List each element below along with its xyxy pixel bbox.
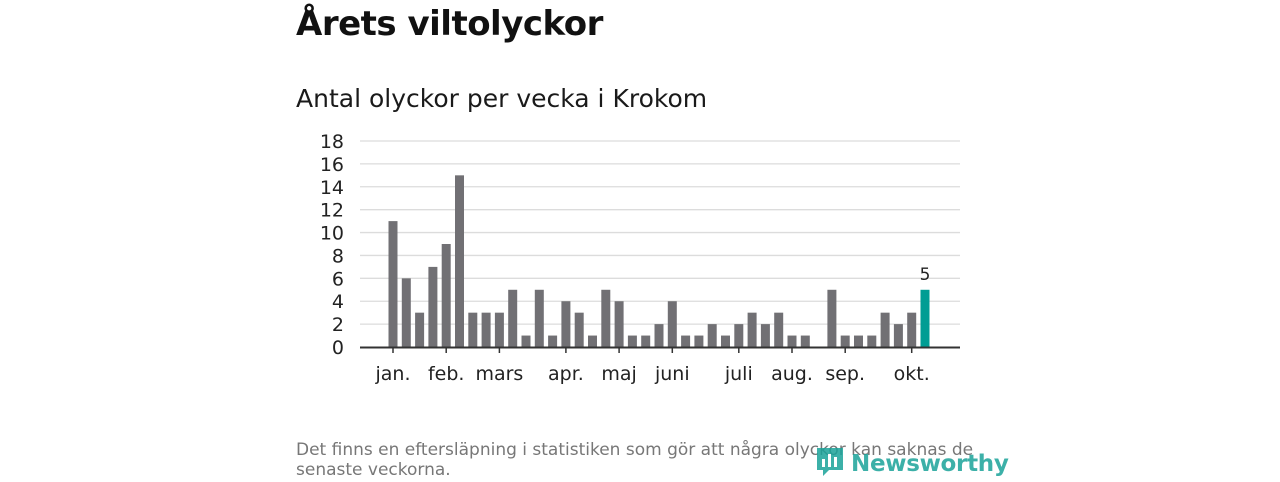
y-tick-label: 0 <box>332 337 344 359</box>
bar <box>601 289 611 347</box>
page-title: Årets viltolyckor <box>296 4 603 44</box>
bar <box>574 312 584 347</box>
bar <box>827 289 837 347</box>
bar <box>694 335 704 347</box>
y-tick-label: 6 <box>332 268 344 290</box>
data-label-last-week: 5 <box>920 265 931 285</box>
y-tick-label: 2 <box>332 314 344 336</box>
x-tick-label: juli <box>724 363 753 385</box>
brand-logo: Newsworthy <box>815 446 1009 482</box>
bar <box>521 335 531 347</box>
y-tick-label: 16 <box>320 154 344 176</box>
x-tick-label: aug. <box>771 363 813 385</box>
y-tick-label: 12 <box>320 200 344 222</box>
chart-title: Antal olyckor per vecka i Krokom <box>296 84 708 113</box>
bar <box>534 289 544 347</box>
bar <box>494 312 504 347</box>
bar <box>721 335 730 347</box>
y-tick-label: 18 <box>320 131 344 153</box>
bar <box>561 301 571 347</box>
x-tick-label: okt. <box>894 363 930 385</box>
bar <box>681 335 691 347</box>
bar <box>441 244 451 347</box>
bar <box>667 301 677 347</box>
y-tick-label: 8 <box>332 245 344 267</box>
bar <box>800 335 810 347</box>
bar <box>388 221 398 347</box>
y-tick-label: 4 <box>332 291 344 313</box>
footnote: Det finns en eftersläpning i statistiken… <box>296 440 974 480</box>
bar <box>401 278 411 347</box>
bar <box>468 312 478 347</box>
x-tick-label: sep. <box>825 363 865 385</box>
x-tick-label: jan. <box>374 363 410 385</box>
bar <box>627 335 637 347</box>
bar <box>428 266 438 347</box>
bar <box>614 301 624 347</box>
bar <box>760 324 770 347</box>
bar <box>508 289 518 347</box>
data-labels: 5 <box>920 265 931 285</box>
bar <box>893 324 903 347</box>
x-tick-label: maj <box>601 363 636 385</box>
brand-name: Newsworthy <box>851 451 1009 477</box>
bar <box>734 324 744 347</box>
bar <box>867 335 877 347</box>
x-axis-ticks: jan. feb. mars apr. maj juni juli aug. sep. okt. <box>374 347 930 385</box>
bar <box>455 175 464 347</box>
x-tick-label: juni <box>654 363 690 385</box>
bar <box>548 335 558 347</box>
bar <box>774 312 784 347</box>
bar <box>641 335 651 347</box>
bar <box>880 312 890 347</box>
bar <box>481 312 491 347</box>
bar <box>747 312 757 347</box>
bar <box>840 335 850 347</box>
bar <box>588 335 597 347</box>
bar <box>854 335 863 347</box>
x-tick-label: apr. <box>548 363 584 385</box>
bars <box>388 175 930 347</box>
x-tick-label: feb. <box>428 363 464 385</box>
bar-highlight <box>920 289 930 347</box>
bar <box>654 324 664 347</box>
bar <box>415 312 425 347</box>
y-tick-label: 10 <box>320 223 344 245</box>
y-tick-label: 14 <box>320 177 344 199</box>
newsworthy-logo-icon <box>815 446 845 482</box>
bar <box>707 324 717 347</box>
x-tick-label: mars <box>475 363 523 385</box>
bar <box>907 312 917 347</box>
bar <box>787 335 797 347</box>
